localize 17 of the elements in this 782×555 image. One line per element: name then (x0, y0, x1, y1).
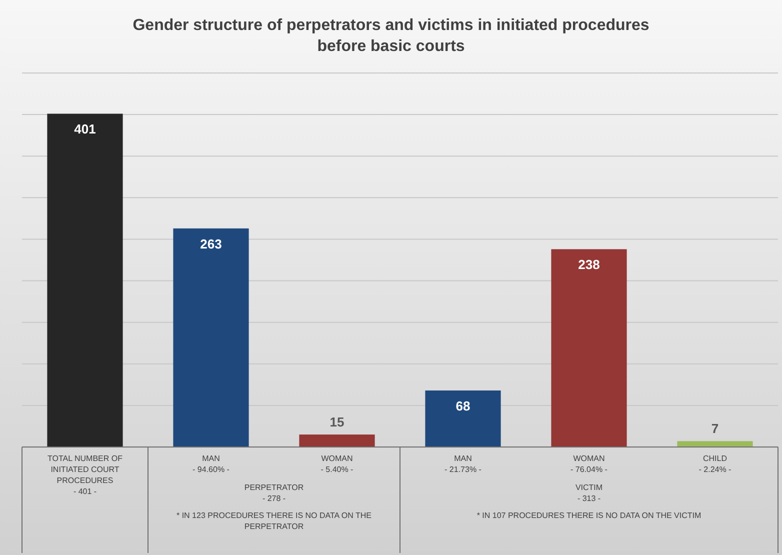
data-label: 68 (456, 398, 470, 414)
x-tick-label: MAN - 21.73% - (444, 454, 482, 474)
x-tick-label: WOMAN - 5.40% - (320, 454, 354, 474)
text: VICTIM - 313 - (575, 483, 603, 503)
data-label: 15 (330, 414, 344, 430)
text: * IN 107 PROCEDURES THERE IS NO DATA ON THE VICTIM (476, 511, 702, 520)
chart-title: Gender structure of perpetrators and victims in initiated procedures before basic courts (132, 17, 650, 55)
x-tick-label: MAN - 94.60% - (192, 454, 230, 474)
text: * IN 123 PROCEDURES THERE IS NO DATA ON THE PERPETRATOR (176, 511, 372, 531)
text: PERPETRATOR - 278 - (244, 483, 304, 503)
x-tick-label: CHILD - 2.24% - (698, 454, 732, 474)
data-label: 401 (74, 122, 96, 137)
data-label: 7 (711, 421, 719, 436)
x-tick-label: WOMAN - 76.04% - (570, 454, 608, 474)
x-tick-label: TOTAL NUMBER OF INITIATED COURT PROCEDURES - 401 - (48, 454, 123, 496)
data-label: 263 (200, 236, 222, 252)
data-label: 238 (578, 257, 600, 272)
